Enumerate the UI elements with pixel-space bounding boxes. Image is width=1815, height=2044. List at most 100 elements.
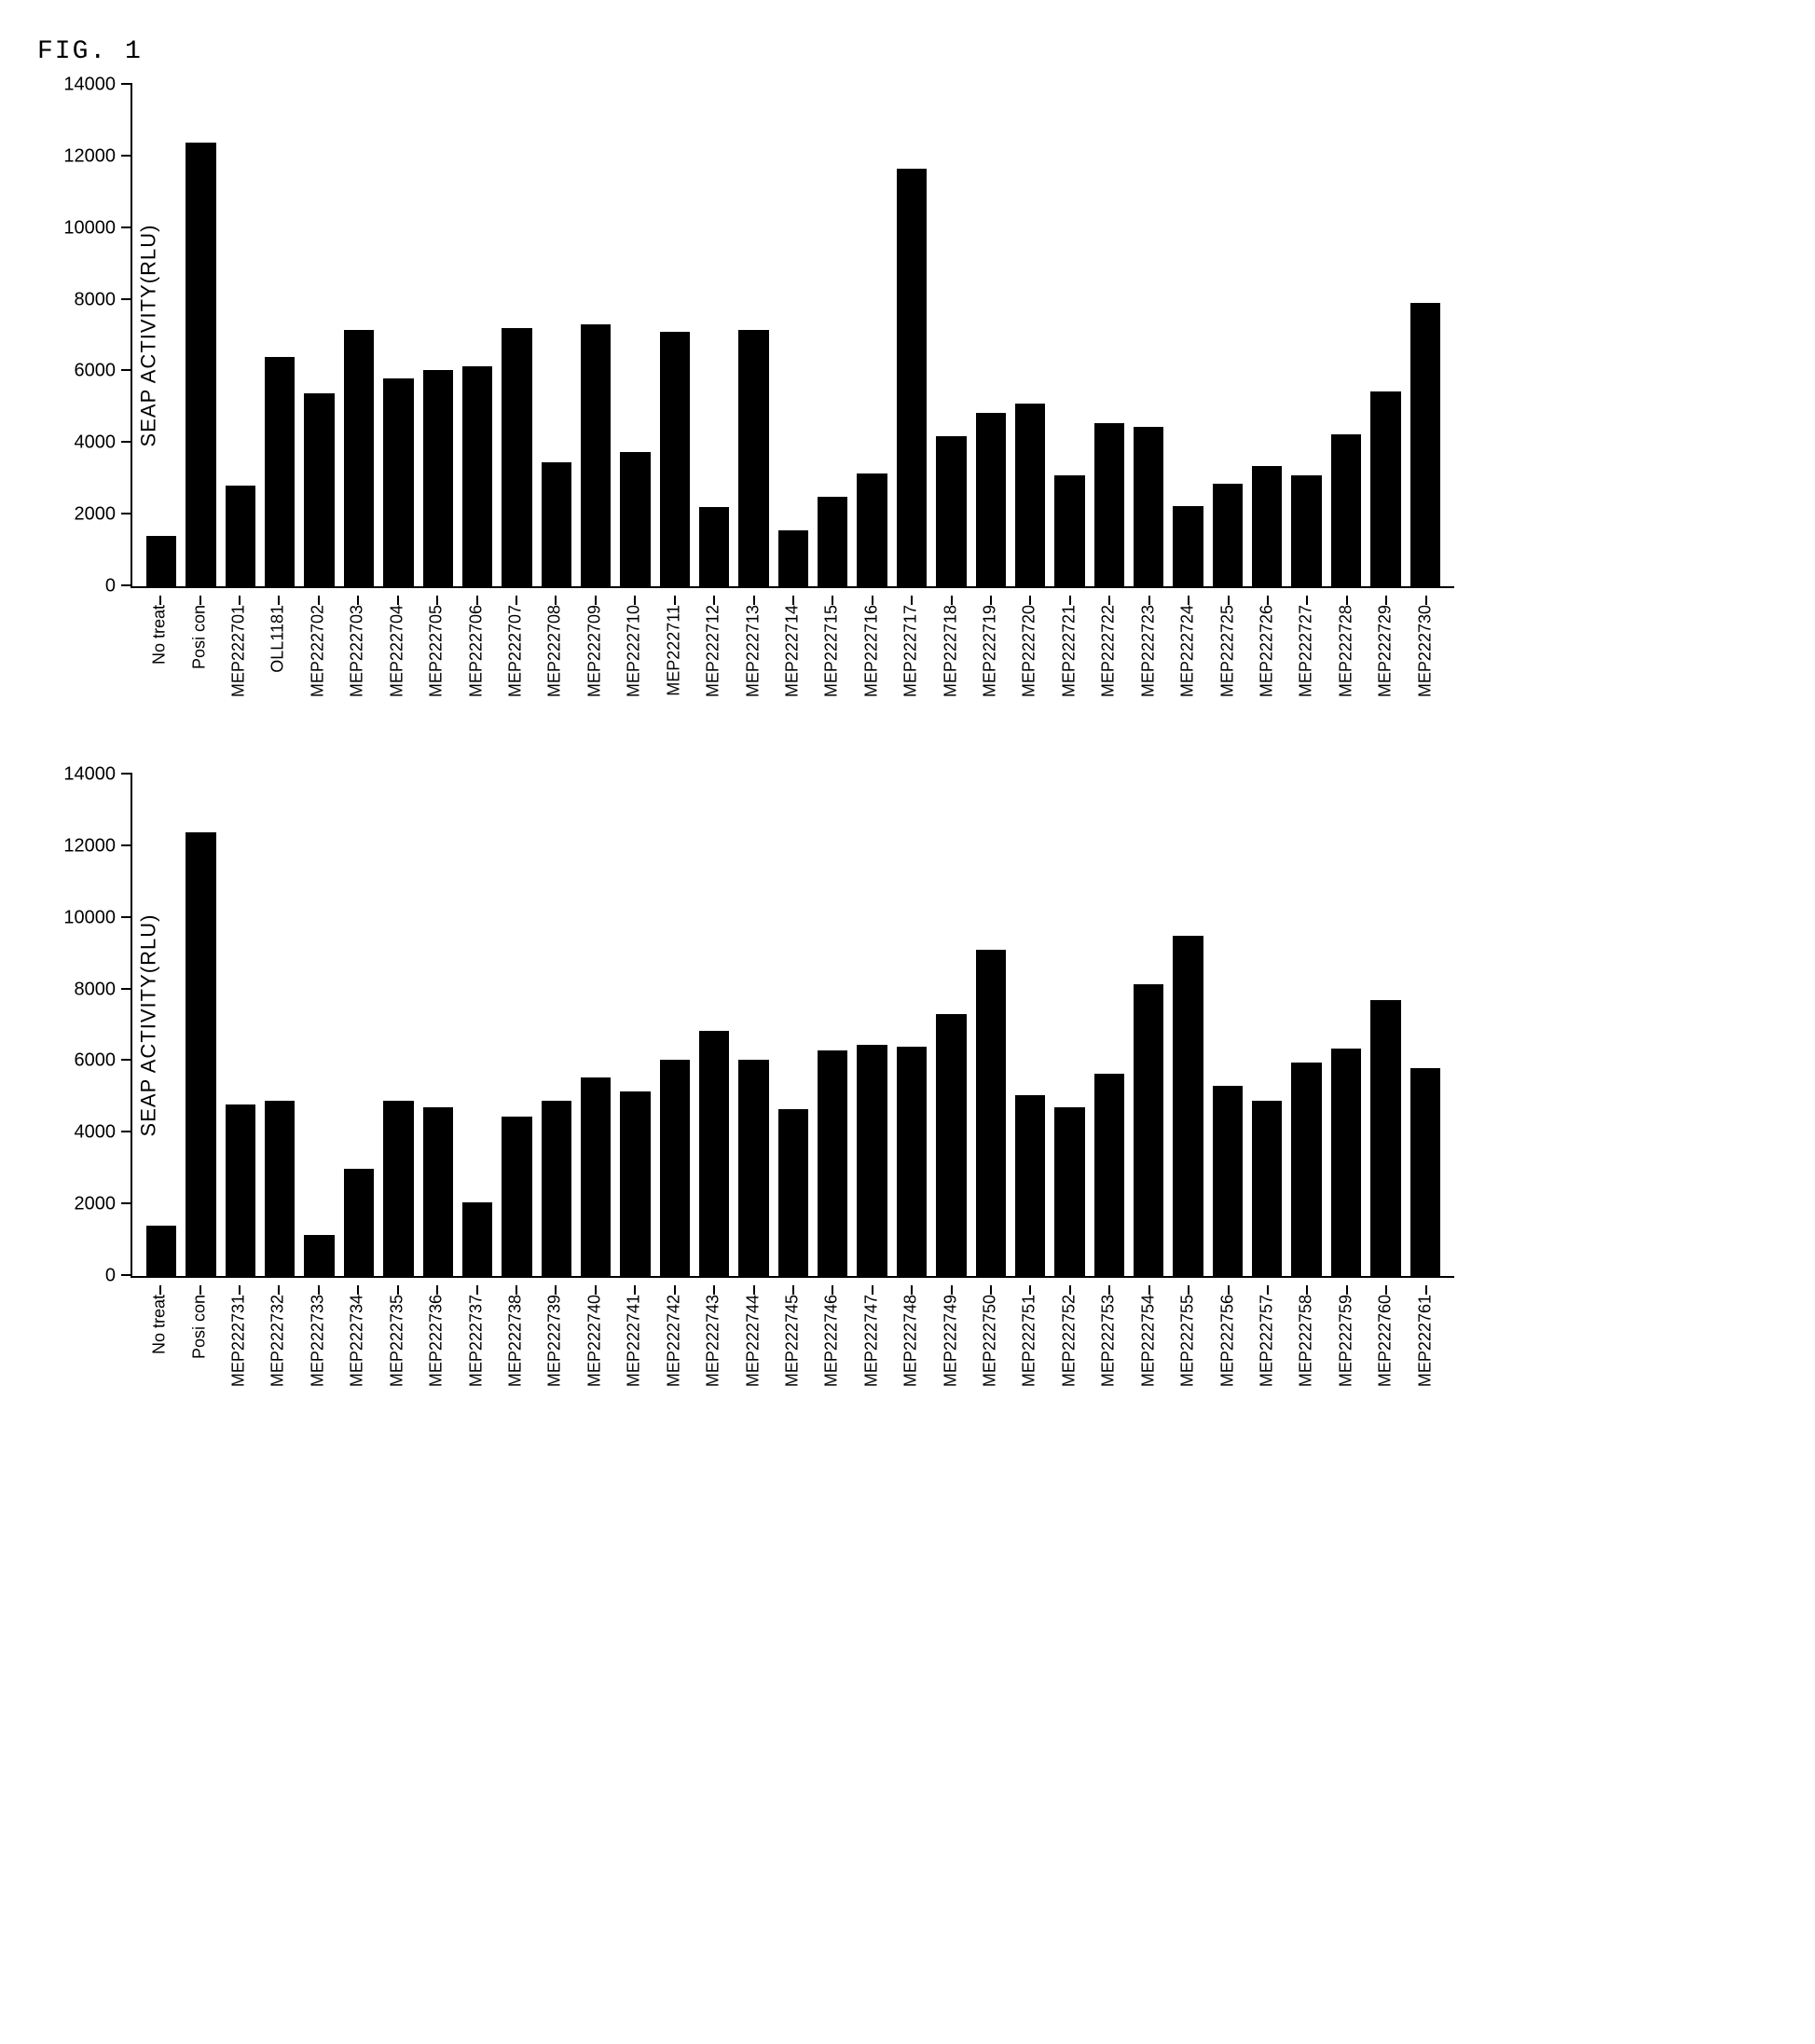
x-label: MEP222705 (427, 605, 447, 697)
y-tick-label: 14000 (63, 75, 116, 96)
x-label-cell: MEP222734 (342, 1287, 372, 1427)
x-label: MEP222741 (625, 1295, 644, 1387)
bar (1410, 303, 1440, 586)
bar (265, 357, 295, 586)
bar (738, 1060, 768, 1276)
x-label-cell: MEP222721 (1054, 597, 1084, 737)
x-label: MEP222721 (1059, 605, 1079, 697)
bar (226, 486, 255, 586)
x-label-cell: MEP222715 (817, 597, 846, 737)
x-label-cell: MEP222719 (975, 597, 1005, 737)
bar (1252, 466, 1282, 586)
x-label-cell: MEP222703 (342, 597, 372, 737)
y-tick-label: 2000 (75, 504, 117, 526)
x-label: MEP222735 (387, 1295, 406, 1387)
x-tick (1148, 1285, 1150, 1295)
x-label-cell: MEP222729 (1370, 597, 1400, 737)
x-label-cell: MEP222750 (975, 1287, 1005, 1427)
x-tick (436, 1285, 438, 1295)
bar (146, 1226, 176, 1276)
x-label: MEP222725 (1217, 605, 1237, 697)
x-label-cell: MEP222728 (1331, 597, 1361, 737)
y-tick-label: 14000 (63, 764, 116, 786)
x-label: MEP222713 (743, 605, 763, 697)
bar (542, 1101, 571, 1276)
x-label: Posi con (189, 605, 209, 669)
bar (1173, 936, 1203, 1276)
x-tick (1108, 596, 1110, 605)
bar (660, 1060, 690, 1276)
y-tick-label: 8000 (75, 289, 117, 310)
x-label-cell: MEP222701 (224, 597, 254, 737)
figure-title: FIG. 1 (37, 37, 1778, 66)
bar (738, 330, 768, 586)
x-label: MEP222711 (664, 605, 683, 696)
x-label-cell: MEP222739 (540, 1287, 570, 1427)
x-label-cell: MEP222702 (303, 597, 333, 737)
x-label-cell: MEP222717 (896, 597, 926, 737)
x-label: MEP222738 (506, 1295, 526, 1387)
y-tick-label: 0 (105, 576, 116, 597)
x-label: MEP222733 (308, 1295, 327, 1387)
x-label: No treat (150, 605, 170, 665)
x-label-cell: MEP222704 (382, 597, 412, 737)
plot-area (132, 85, 1454, 586)
x-tick (1148, 596, 1150, 605)
x-label: MEP222714 (782, 605, 802, 697)
x-label-cell: MEP222742 (658, 1287, 688, 1427)
x-tick (674, 1285, 676, 1295)
x-label-cell: MEP222716 (857, 597, 887, 737)
x-tick (1069, 596, 1071, 605)
x-tick (1188, 596, 1189, 605)
x-tick (555, 1285, 557, 1295)
x-label: MEP222755 (1178, 1295, 1198, 1387)
bar (502, 1117, 531, 1276)
x-label: MEP222744 (743, 1295, 763, 1387)
chart-1: SEAP ACTIVITY(RLU)0200040006000800010000… (37, 775, 1778, 1427)
x-label-cell: MEP222747 (857, 1287, 887, 1427)
x-label: MEP222732 (268, 1295, 288, 1387)
bar (897, 169, 927, 586)
x-labels: No treatPosi conMEP222731MEP222732MEP222… (131, 1287, 1454, 1427)
x-tick (278, 1285, 280, 1295)
x-label-cell: MEP222755 (1173, 1287, 1203, 1427)
x-tick (1069, 1285, 1071, 1295)
bar (1173, 506, 1203, 586)
x-label-cell: MEP222735 (382, 1287, 412, 1427)
bar (1015, 1095, 1045, 1276)
x-tick (911, 596, 913, 605)
x-label: MEP222720 (1020, 605, 1039, 697)
bar (462, 366, 492, 586)
x-tick (595, 1285, 597, 1295)
bar (1370, 1000, 1400, 1276)
x-label-cell: MEP222730 (1410, 597, 1440, 737)
y-tick (121, 441, 132, 443)
x-label: MEP222726 (1258, 605, 1277, 697)
x-label: MEP222742 (664, 1295, 683, 1387)
x-label: MEP222743 (704, 1295, 723, 1387)
bar (1015, 404, 1045, 586)
x-tick (318, 596, 320, 605)
x-label: MEP222753 (1099, 1295, 1119, 1387)
bar (502, 328, 531, 586)
x-label: Posi con (189, 1295, 209, 1359)
x-label-cell: MEP222738 (501, 1287, 530, 1427)
x-tick (595, 596, 597, 605)
x-label: MEP222749 (941, 1295, 960, 1387)
x-label: MEP222759 (1336, 1295, 1355, 1387)
x-label: MEP222737 (466, 1295, 486, 1387)
x-label-cell: MEP222706 (461, 597, 490, 737)
x-tick (832, 596, 833, 605)
bar (423, 370, 453, 586)
x-label: OLL1181 (268, 605, 288, 673)
x-label: MEP222704 (387, 605, 406, 697)
x-label-cell: MEP222709 (580, 597, 610, 737)
x-label-cell: MEP222718 (935, 597, 965, 737)
x-label: MEP222702 (308, 605, 327, 697)
bar (1134, 984, 1163, 1276)
x-tick (1228, 596, 1230, 605)
x-label: MEP222748 (901, 1295, 921, 1387)
x-tick (1228, 1285, 1230, 1295)
y-tick (121, 916, 132, 918)
bar (1410, 1068, 1440, 1276)
